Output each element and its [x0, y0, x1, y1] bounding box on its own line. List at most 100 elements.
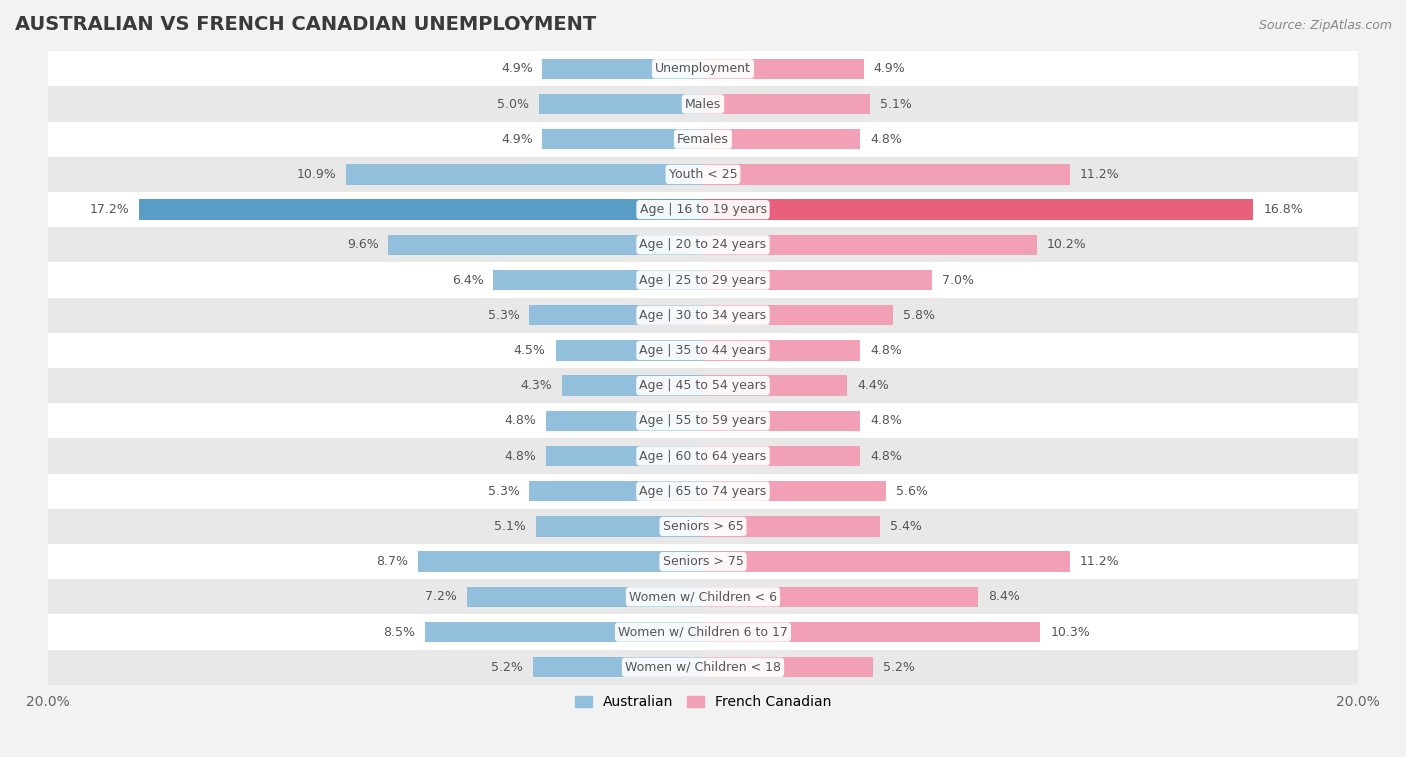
- Bar: [703, 199, 1253, 220]
- Bar: [703, 621, 1040, 642]
- Text: 9.6%: 9.6%: [347, 238, 378, 251]
- Text: 5.2%: 5.2%: [883, 661, 915, 674]
- Bar: [703, 164, 1070, 185]
- Text: 7.2%: 7.2%: [426, 590, 457, 603]
- Bar: [494, 269, 703, 290]
- Bar: [703, 58, 863, 79]
- Text: Females: Females: [678, 132, 728, 145]
- Text: 5.0%: 5.0%: [498, 98, 530, 111]
- Bar: [546, 446, 703, 466]
- Text: 4.8%: 4.8%: [503, 450, 536, 463]
- Text: Age | 25 to 29 years: Age | 25 to 29 years: [640, 273, 766, 286]
- Bar: [703, 235, 1038, 255]
- Text: Age | 30 to 34 years: Age | 30 to 34 years: [640, 309, 766, 322]
- Text: 4.8%: 4.8%: [870, 450, 903, 463]
- Bar: [48, 438, 1358, 474]
- Text: 6.4%: 6.4%: [451, 273, 484, 286]
- Text: 7.0%: 7.0%: [942, 273, 974, 286]
- Bar: [48, 333, 1358, 368]
- Bar: [703, 446, 860, 466]
- Bar: [48, 403, 1358, 438]
- Text: Seniors > 65: Seniors > 65: [662, 520, 744, 533]
- Text: Source: ZipAtlas.com: Source: ZipAtlas.com: [1258, 19, 1392, 32]
- Bar: [703, 587, 979, 607]
- Text: 4.9%: 4.9%: [873, 62, 905, 75]
- Bar: [48, 368, 1358, 403]
- Bar: [703, 375, 848, 396]
- Text: 5.1%: 5.1%: [495, 520, 526, 533]
- Bar: [703, 410, 860, 431]
- Bar: [543, 58, 703, 79]
- Text: Age | 45 to 54 years: Age | 45 to 54 years: [640, 379, 766, 392]
- Text: Age | 65 to 74 years: Age | 65 to 74 years: [640, 484, 766, 498]
- Bar: [703, 129, 860, 149]
- Text: Age | 35 to 44 years: Age | 35 to 44 years: [640, 344, 766, 357]
- Text: 5.1%: 5.1%: [880, 98, 911, 111]
- Bar: [48, 122, 1358, 157]
- Bar: [467, 587, 703, 607]
- Text: Women w/ Children 6 to 17: Women w/ Children 6 to 17: [619, 625, 787, 639]
- Text: Age | 20 to 24 years: Age | 20 to 24 years: [640, 238, 766, 251]
- Text: 17.2%: 17.2%: [90, 203, 129, 216]
- Text: 5.3%: 5.3%: [488, 309, 520, 322]
- Bar: [48, 227, 1358, 263]
- Bar: [562, 375, 703, 396]
- Bar: [48, 192, 1358, 227]
- Text: 5.2%: 5.2%: [491, 661, 523, 674]
- Text: 8.7%: 8.7%: [377, 555, 408, 569]
- Text: 4.8%: 4.8%: [870, 344, 903, 357]
- Bar: [533, 657, 703, 678]
- Bar: [48, 509, 1358, 544]
- Bar: [703, 305, 893, 326]
- Bar: [703, 481, 886, 501]
- Text: 10.3%: 10.3%: [1050, 625, 1090, 639]
- Text: AUSTRALIAN VS FRENCH CANADIAN UNEMPLOYMENT: AUSTRALIAN VS FRENCH CANADIAN UNEMPLOYME…: [15, 15, 596, 34]
- Text: Age | 55 to 59 years: Age | 55 to 59 years: [640, 414, 766, 428]
- Text: 4.5%: 4.5%: [513, 344, 546, 357]
- Text: 4.4%: 4.4%: [858, 379, 889, 392]
- Bar: [418, 551, 703, 572]
- Text: Youth < 25: Youth < 25: [669, 168, 737, 181]
- Text: 5.6%: 5.6%: [896, 484, 928, 498]
- Bar: [555, 340, 703, 360]
- Bar: [139, 199, 703, 220]
- Text: Women w/ Children < 18: Women w/ Children < 18: [626, 661, 780, 674]
- Text: Seniors > 75: Seniors > 75: [662, 555, 744, 569]
- Bar: [388, 235, 703, 255]
- Bar: [425, 621, 703, 642]
- Bar: [346, 164, 703, 185]
- Text: 5.4%: 5.4%: [890, 520, 921, 533]
- Text: Women w/ Children < 6: Women w/ Children < 6: [628, 590, 778, 603]
- Text: 16.8%: 16.8%: [1263, 203, 1303, 216]
- Text: 4.9%: 4.9%: [501, 62, 533, 75]
- Text: 4.9%: 4.9%: [501, 132, 533, 145]
- Bar: [703, 269, 932, 290]
- Bar: [48, 544, 1358, 579]
- Bar: [536, 516, 703, 537]
- Bar: [538, 94, 703, 114]
- Text: 10.9%: 10.9%: [297, 168, 336, 181]
- Text: 4.8%: 4.8%: [870, 132, 903, 145]
- Bar: [48, 298, 1358, 333]
- Bar: [48, 474, 1358, 509]
- Bar: [703, 657, 873, 678]
- Text: Age | 16 to 19 years: Age | 16 to 19 years: [640, 203, 766, 216]
- Bar: [48, 650, 1358, 685]
- Bar: [703, 94, 870, 114]
- Bar: [48, 86, 1358, 122]
- Bar: [543, 129, 703, 149]
- Bar: [703, 516, 880, 537]
- Legend: Australian, French Canadian: Australian, French Canadian: [569, 690, 837, 715]
- Text: 11.2%: 11.2%: [1080, 168, 1119, 181]
- Bar: [530, 481, 703, 501]
- Text: 5.8%: 5.8%: [903, 309, 935, 322]
- Bar: [703, 340, 860, 360]
- Text: Age | 60 to 64 years: Age | 60 to 64 years: [640, 450, 766, 463]
- Bar: [703, 551, 1070, 572]
- Bar: [48, 157, 1358, 192]
- Text: 8.5%: 8.5%: [382, 625, 415, 639]
- Bar: [48, 579, 1358, 615]
- Bar: [48, 615, 1358, 650]
- Bar: [48, 51, 1358, 86]
- Text: Unemployment: Unemployment: [655, 62, 751, 75]
